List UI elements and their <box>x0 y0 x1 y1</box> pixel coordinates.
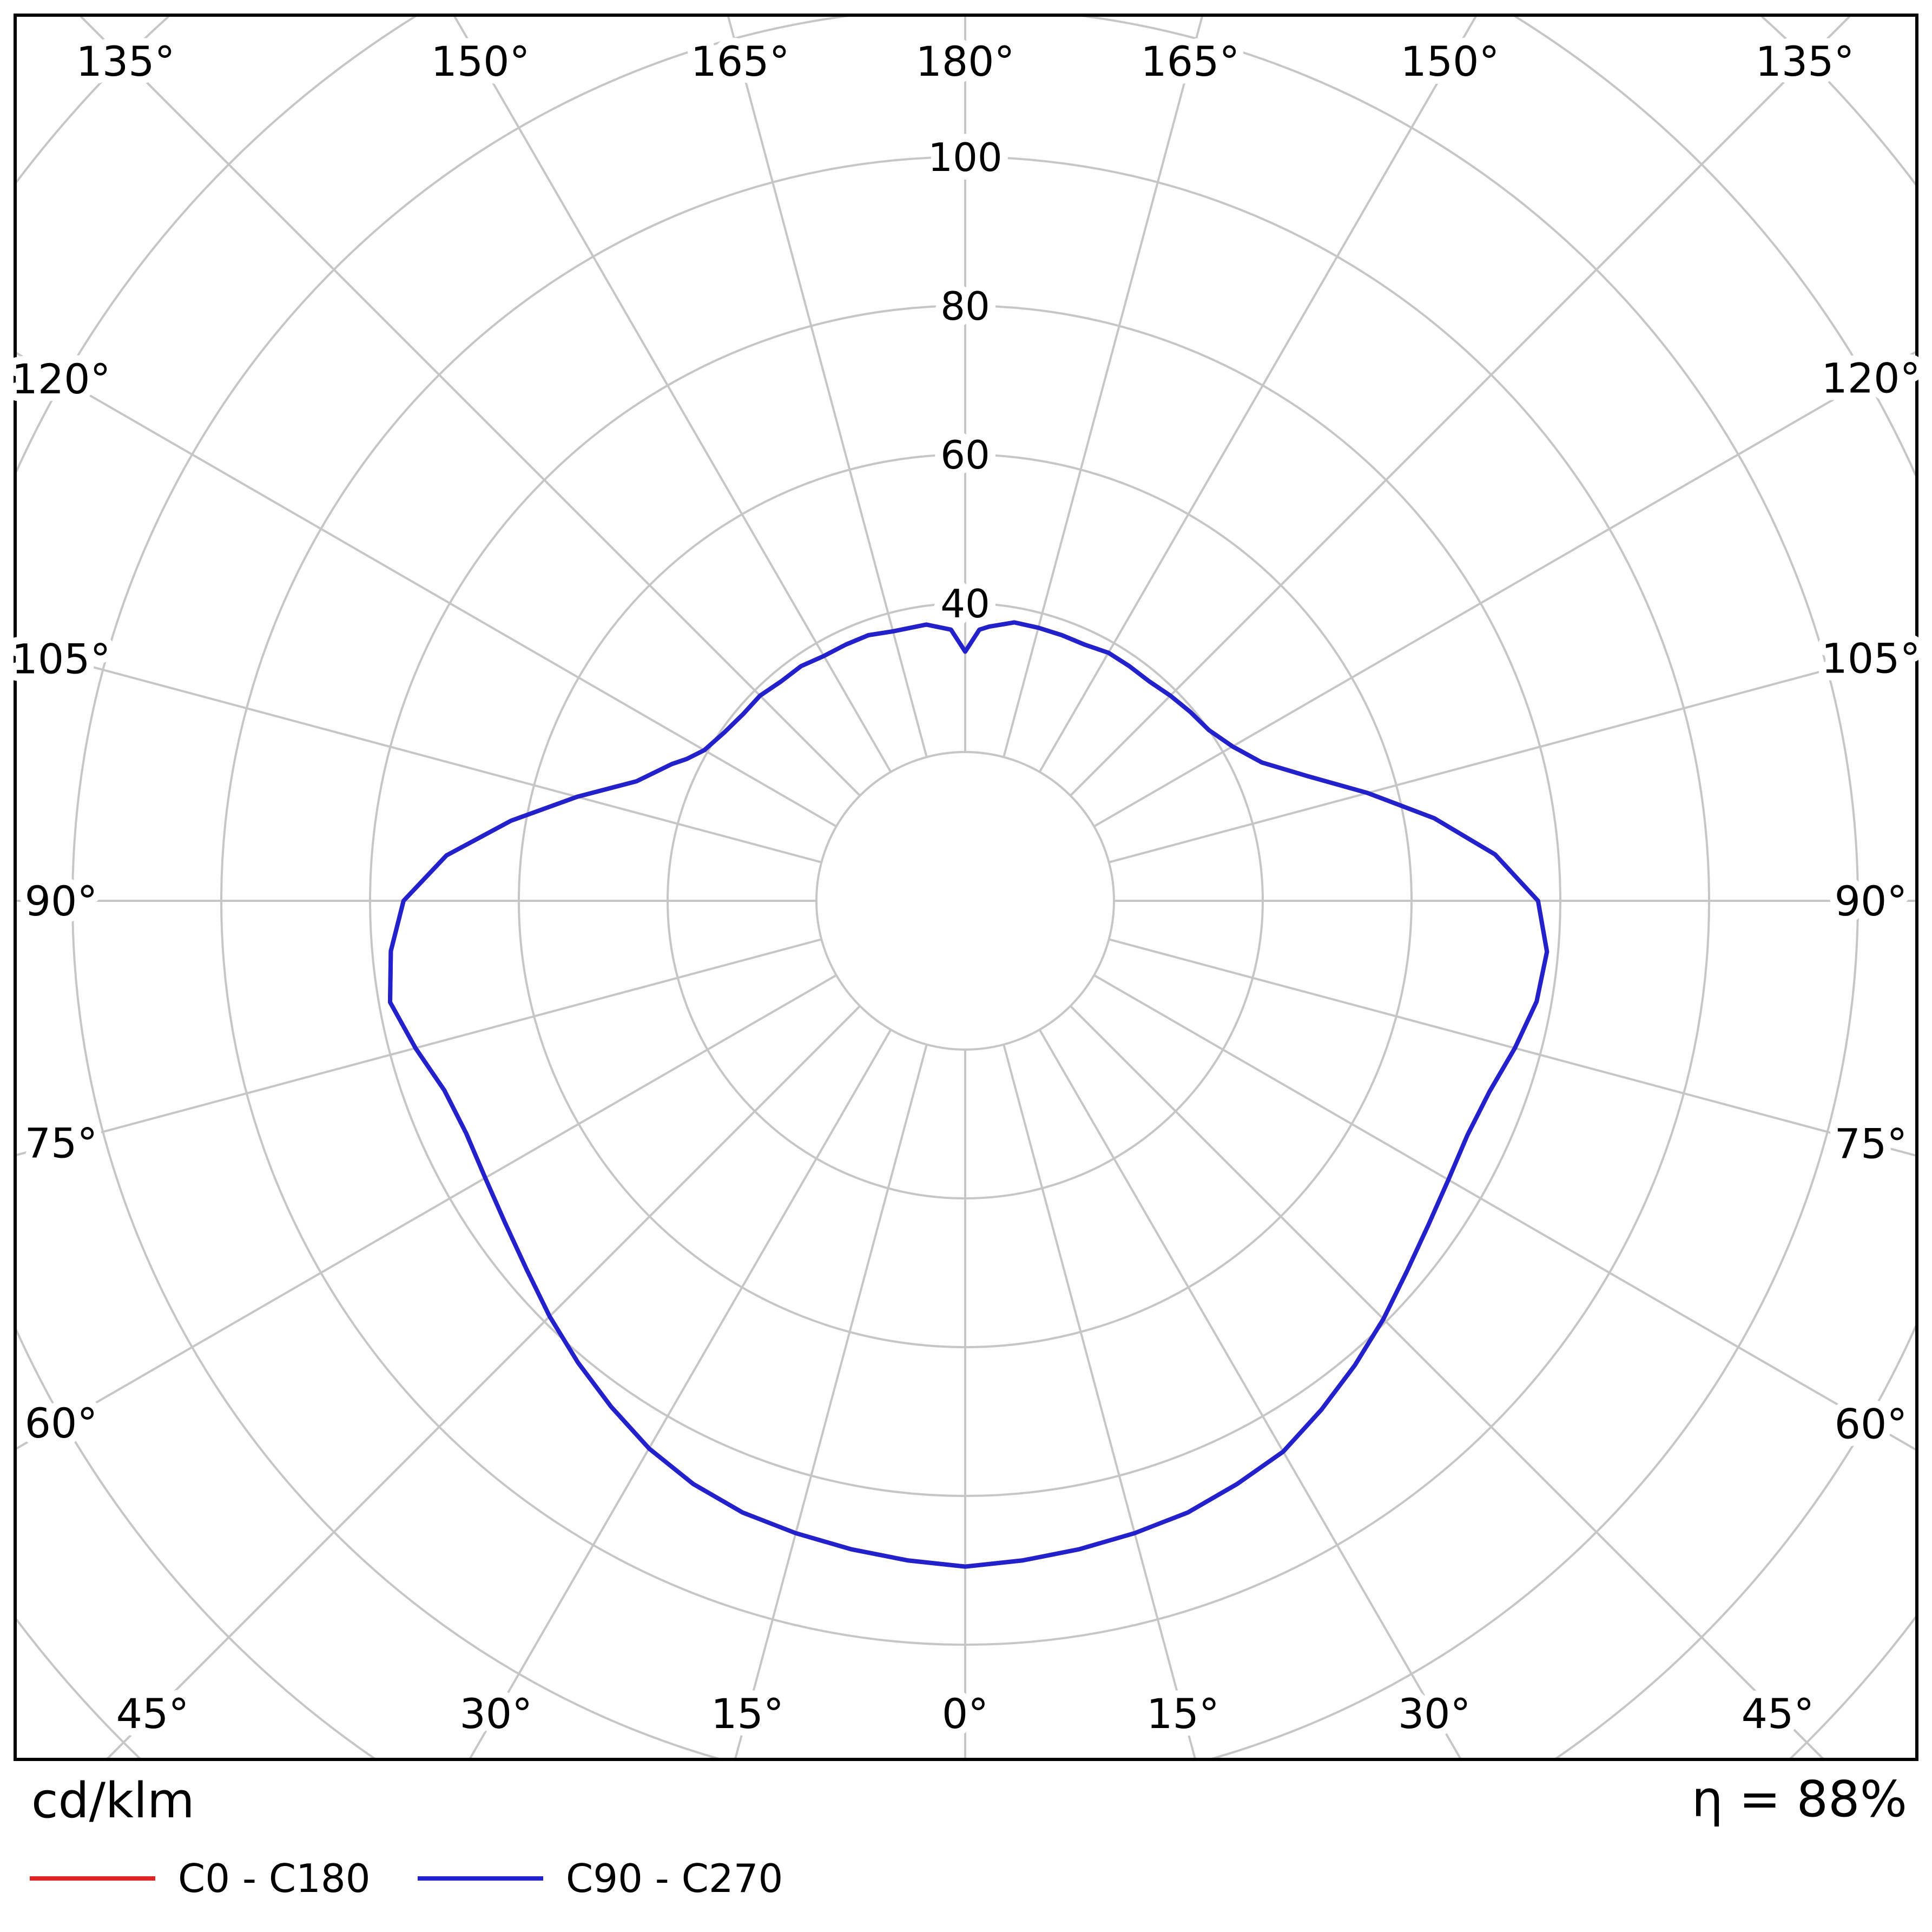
angle-label-165-left: 165° <box>691 37 790 85</box>
grid-spoke-255 <box>15 645 822 863</box>
grid-spoke-195 <box>727 15 928 757</box>
grid-spoke-240 <box>15 351 837 828</box>
grid-spoke-15 <box>1003 1044 1197 1759</box>
curve-C90-C270 <box>388 620 1549 1569</box>
grid-spoke-105 <box>1109 644 1917 863</box>
legend-entry-c90-c270: C90 - C270 <box>418 1859 783 1898</box>
grid-spoke-345 <box>734 1044 928 1759</box>
grid-spoke-285 <box>15 938 822 1157</box>
angle-label-180-right: 180° <box>915 37 1014 85</box>
angle-label-45-right: 45° <box>1742 1690 1815 1738</box>
angle-label-75-right: 75° <box>1835 1120 1908 1168</box>
angle-label-150-left: 150° <box>431 37 530 85</box>
legend-area: cd/klm η = 88% C0 - C180 C90 - C270 <box>0 1763 1932 1932</box>
grid-spoke-150 <box>1038 15 1478 773</box>
angle-label-105-right: 105° <box>1821 635 1920 683</box>
legend-label-c0-c180: C0 - C180 <box>178 1856 371 1901</box>
ring-label-100: 100 <box>928 135 1002 180</box>
angle-label-15-left: 15° <box>711 1690 784 1738</box>
grid-spoke-225 <box>78 15 861 796</box>
units-label: cd/klm <box>31 1772 195 1829</box>
grid-spoke-120 <box>1093 350 1917 828</box>
angle-label-120-left: 120° <box>11 355 110 403</box>
grid-ring-20 <box>815 751 1115 1051</box>
angle-label-90-left: 90° <box>25 877 98 925</box>
angle-label-15-right: 15° <box>1146 1690 1219 1738</box>
grid-spoke-315 <box>105 1005 861 1759</box>
angle-label-135-right: 135° <box>1755 37 1854 85</box>
grid-spoke-30 <box>1038 1029 1462 1759</box>
ring-label-40: 40 <box>940 581 990 627</box>
angle-label-60-left: 60° <box>25 1399 98 1447</box>
grid-spoke-210 <box>452 15 892 773</box>
angle-label-0-right: 0° <box>942 1690 988 1738</box>
angle-label-30-right: 30° <box>1398 1690 1471 1738</box>
grid-spoke-165 <box>1003 15 1204 757</box>
angle-label-120-right: 120° <box>1821 354 1920 403</box>
angle-label-75-left: 75° <box>25 1119 98 1168</box>
plot-border <box>14 14 1918 1761</box>
angle-label-105-left: 105° <box>11 635 110 683</box>
angle-label-135-left: 135° <box>76 37 175 85</box>
ring-label-60: 60 <box>940 432 990 478</box>
angle-label-150-right: 150° <box>1400 37 1499 85</box>
angle-label-165-right: 165° <box>1140 37 1239 85</box>
legend-entry-c0-c180: C0 - C180 <box>30 1859 371 1898</box>
angle-label-30-left: 30° <box>459 1690 532 1738</box>
legend-label-c90-c270: C90 - C270 <box>566 1856 783 1901</box>
legend-line-c0-c180 <box>30 1876 155 1881</box>
grid-spoke-135 <box>1070 15 1852 796</box>
grid-spoke-45 <box>1070 1005 1825 1759</box>
ring-label-80: 80 <box>940 283 990 329</box>
grid-spoke-75 <box>1109 938 1917 1157</box>
angle-label-60-right: 60° <box>1835 1400 1908 1448</box>
efficiency-label: η = 88% <box>1691 1770 1907 1828</box>
legend-line-c90-c270 <box>418 1876 543 1881</box>
angle-label-45-left: 45° <box>116 1690 189 1738</box>
angle-label-90-right: 90° <box>1835 877 1908 925</box>
grid-spoke-330 <box>468 1029 892 1759</box>
grid-spoke-60 <box>1093 974 1917 1452</box>
